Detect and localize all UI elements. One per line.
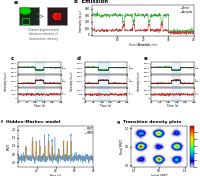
HMM [65, 157, 67, 159]
Bar [22, 18, 29, 24]
HMM [74, 157, 76, 159]
HMM [31, 140, 33, 142]
Circle shape [20, 8, 30, 14]
Bar [35, 75, 44, 87]
Bar [47, 7, 67, 25]
FRET [74, 158, 76, 160]
FRET [65, 157, 67, 159]
X-axis label: Time (s): Time (s) [100, 104, 112, 108]
FRET [61, 155, 63, 157]
FRET [63, 141, 65, 143]
Bar [54, 13, 60, 19]
HMM [92, 157, 94, 159]
Bar [172, 62, 180, 74]
Text: $I_{DA}$: $I_{DA}$ [128, 77, 134, 85]
Text: Channel alignment and
detection selection of
fluorescence intensity: Channel alignment and detection selectio… [28, 27, 59, 41]
Bar [172, 88, 180, 101]
Donor [96, 11, 99, 13]
FRET [34, 163, 36, 165]
Text: $I_{DA}$: $I_{DA}$ [61, 77, 68, 85]
Donor [185, 33, 188, 35]
Text: c: c [10, 56, 14, 61]
Line: Donor: Donor [92, 12, 194, 34]
X-axis label: Time (s): Time (s) [167, 104, 178, 108]
FRET [17, 158, 19, 160]
Donor [91, 14, 93, 16]
Bar [35, 62, 44, 74]
Donor [131, 14, 134, 16]
Text: $I_{DD}$: $I_{DD}$ [128, 64, 135, 72]
HMM [61, 157, 63, 159]
Text: $I_{DA}$: $I_{DA}$ [194, 77, 200, 85]
Text: e: e [143, 56, 147, 61]
X-axis label: Time (s): Time (s) [34, 104, 45, 108]
Legend: Donor, Acceptor: Donor, Acceptor [180, 5, 194, 14]
Text: $I_{AA}$: $I_{AA}$ [194, 91, 200, 98]
Acceptor [103, 31, 105, 33]
FRET [92, 157, 94, 159]
Text: a: a [14, 0, 18, 5]
Text: $I_{AA}$: $I_{AA}$ [61, 91, 68, 98]
X-axis label: Time (s): Time (s) [50, 174, 62, 176]
Y-axis label: Intensity (a.u.): Intensity (a.u.) [70, 71, 74, 91]
Legend: FRET, HMM: FRET, HMM [84, 127, 93, 135]
Text: $I_{DD}$: $I_{DD}$ [194, 64, 200, 72]
Donor [165, 14, 168, 16]
Bar [35, 88, 44, 101]
Text: g  Transition density plots: g Transition density plots [117, 120, 182, 124]
Y-axis label: Final FRET: Final FRET [120, 139, 124, 154]
Y-axis label: Intensity (a.u.): Intensity (a.u.) [137, 71, 141, 91]
Bar [98, 88, 109, 101]
Acceptor [155, 30, 158, 32]
FRET [21, 159, 24, 161]
Acceptor [124, 30, 127, 32]
Y-axis label: FRET: FRET [6, 143, 10, 150]
Bar [172, 75, 180, 87]
HMM [63, 140, 65, 142]
FRET [82, 157, 84, 159]
Text: b  Emission: b Emission [74, 0, 108, 4]
X-axis label: Time (s): Time (s) [137, 43, 149, 47]
Donor [165, 14, 167, 16]
Bar [98, 75, 109, 87]
Line: Acceptor: Acceptor [92, 23, 194, 34]
FRET [70, 132, 72, 134]
Acceptor [185, 33, 188, 36]
Donor [193, 30, 195, 32]
HMM [21, 157, 24, 159]
Text: f  Hidden-Markov model: f Hidden-Markov model [1, 120, 61, 124]
Y-axis label: Intensity (a.u.): Intensity (a.u.) [79, 10, 83, 32]
Bar [19, 7, 39, 25]
X-axis label: Initial FRET: Initial FRET [151, 174, 167, 176]
Line: FRET: FRET [18, 133, 93, 164]
Acceptor [193, 32, 195, 34]
Line: HMM: HMM [18, 141, 93, 158]
Donor [124, 16, 127, 18]
Bar [98, 62, 109, 74]
Donor [103, 13, 106, 15]
Text: Baseline subtraction: Baseline subtraction [129, 43, 157, 47]
Acceptor [91, 29, 93, 31]
Circle shape [53, 14, 61, 19]
HMM [82, 157, 84, 159]
Acceptor [131, 29, 134, 31]
Text: $I_{DD}$: $I_{DD}$ [61, 64, 68, 72]
Donor [155, 14, 158, 16]
Acceptor [123, 22, 126, 24]
Acceptor [165, 30, 167, 32]
Text: $I_{AA}$: $I_{AA}$ [128, 91, 134, 98]
Y-axis label: Intensity (a.u.): Intensity (a.u.) [4, 71, 8, 91]
Text: d: d [77, 56, 81, 61]
HMM [17, 157, 19, 159]
Acceptor [165, 30, 168, 32]
